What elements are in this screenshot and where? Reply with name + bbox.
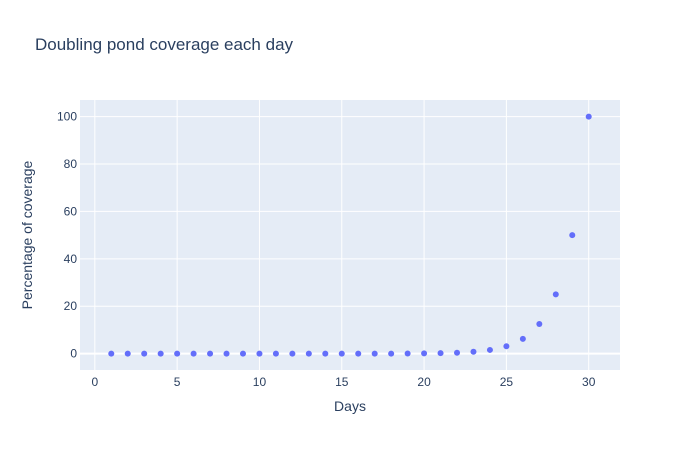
data-point[interactable] xyxy=(552,291,559,298)
data-point[interactable] xyxy=(305,350,312,357)
data-point[interactable] xyxy=(569,232,576,239)
data-point[interactable] xyxy=(124,350,131,357)
data-point[interactable] xyxy=(207,350,214,357)
y-tick-label: 20 xyxy=(64,299,78,313)
y-tick-label: 40 xyxy=(64,252,78,266)
data-point[interactable] xyxy=(404,350,411,357)
data-point[interactable] xyxy=(536,321,543,328)
data-point[interactable] xyxy=(519,335,526,342)
data-point[interactable] xyxy=(486,346,493,353)
data-point[interactable] xyxy=(108,350,115,357)
y-tick-label: 60 xyxy=(64,204,78,218)
y-axis-title: Percentage of coverage xyxy=(19,160,35,309)
data-point[interactable] xyxy=(503,343,510,350)
x-tick-label: 25 xyxy=(500,375,514,389)
data-point[interactable] xyxy=(585,113,592,120)
x-tick-label: 30 xyxy=(582,375,596,389)
plot-area xyxy=(80,100,620,370)
data-point[interactable] xyxy=(141,350,148,357)
x-tick-label: 10 xyxy=(253,375,267,389)
x-tick-label: 15 xyxy=(335,375,349,389)
y-tick-label: 80 xyxy=(64,157,78,171)
data-point[interactable] xyxy=(371,350,378,357)
data-point[interactable] xyxy=(190,350,197,357)
data-point[interactable] xyxy=(256,350,263,357)
data-point[interactable] xyxy=(355,350,362,357)
data-point[interactable] xyxy=(223,350,230,357)
x-tick-label: 0 xyxy=(91,375,98,389)
data-points xyxy=(108,113,592,357)
chart-title: Doubling pond coverage each day xyxy=(35,35,294,54)
x-axis-ticks: 0 5 10 15 20 25 30 xyxy=(91,375,595,389)
data-point[interactable] xyxy=(454,349,461,356)
data-point[interactable] xyxy=(421,350,428,357)
data-point[interactable] xyxy=(437,350,444,357)
data-point[interactable] xyxy=(289,350,296,357)
data-point[interactable] xyxy=(174,350,181,357)
x-axis-title: Days xyxy=(334,398,366,414)
data-point[interactable] xyxy=(388,350,395,357)
y-tick-label: 0 xyxy=(70,347,77,361)
x-tick-label: 20 xyxy=(417,375,431,389)
y-axis-ticks: 0 20 40 60 80 100 xyxy=(57,110,77,361)
data-point[interactable] xyxy=(470,348,477,355)
data-point[interactable] xyxy=(239,350,246,357)
data-point[interactable] xyxy=(322,350,329,357)
data-point[interactable] xyxy=(338,350,345,357)
y-tick-label: 100 xyxy=(57,110,77,124)
data-point[interactable] xyxy=(272,350,279,357)
grid-lines xyxy=(80,100,620,370)
data-point[interactable] xyxy=(157,350,164,357)
x-tick-label: 5 xyxy=(174,375,181,389)
